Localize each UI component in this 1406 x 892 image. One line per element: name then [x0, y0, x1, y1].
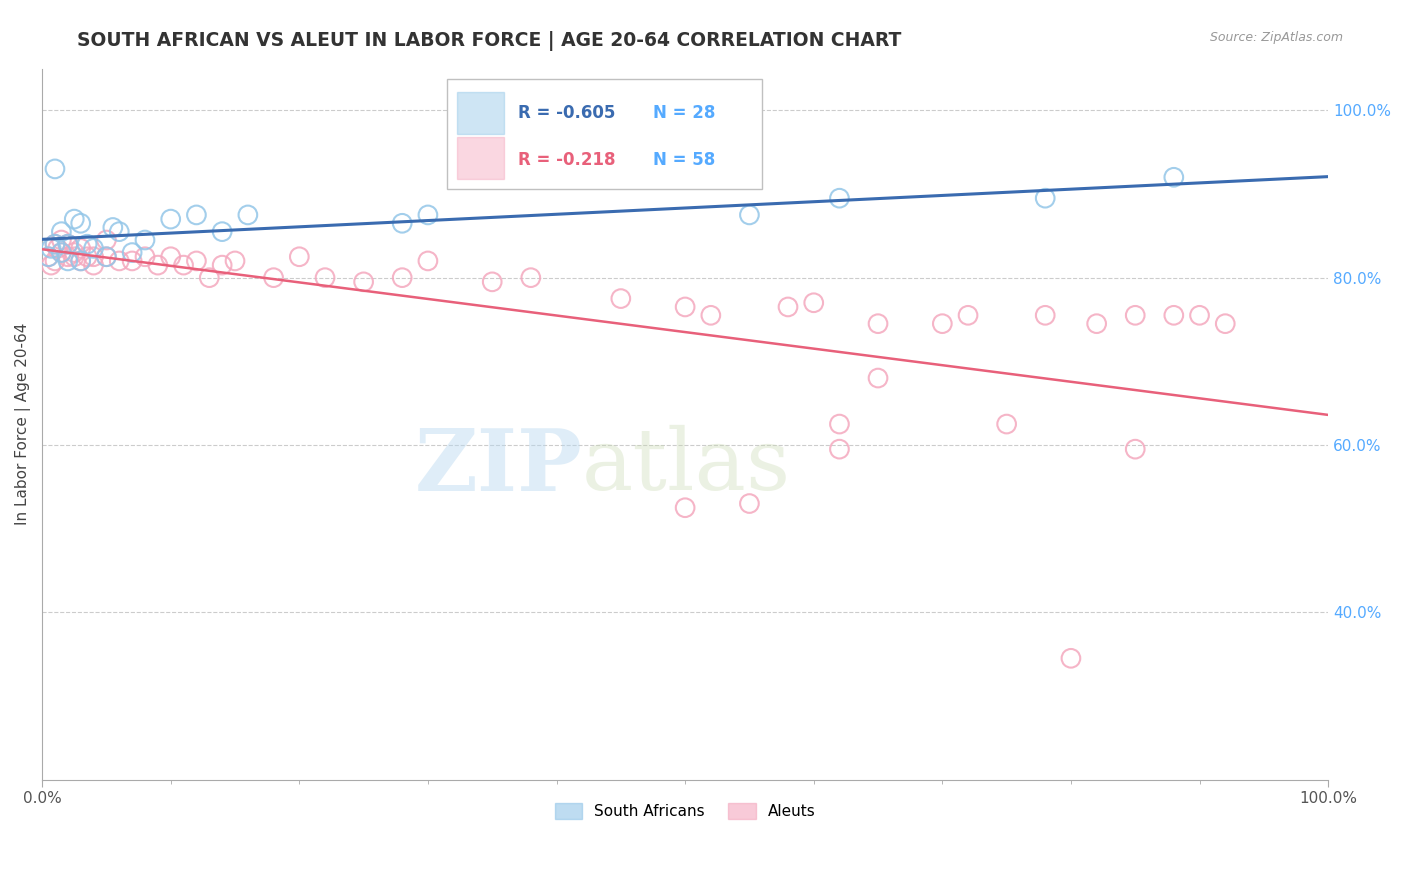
Point [96, 250, 118, 264]
Point [1163, 308, 1185, 322]
Text: N = 28: N = 28 [652, 104, 716, 122]
Point [700, 308, 723, 322]
Point [134, 250, 156, 264]
Point [44, 237, 66, 252]
Point [803, 295, 825, 310]
Text: SOUTH AFRICAN VS ALEUT IN LABOR FORCE | AGE 20-64 CORRELATION CHART: SOUTH AFRICAN VS ALEUT IN LABOR FORCE | … [77, 31, 901, 51]
Point [828, 417, 851, 431]
Point [134, 233, 156, 247]
Point [44, 237, 66, 252]
Point [146, 258, 169, 272]
Point [69, 216, 91, 230]
Point [44, 161, 66, 176]
Point [83, 250, 105, 264]
Point [1033, 308, 1056, 322]
Point [1163, 170, 1185, 185]
Point [416, 208, 439, 222]
Point [828, 191, 851, 205]
Point [69, 254, 91, 268]
FancyBboxPatch shape [457, 136, 503, 178]
Point [96, 250, 118, 264]
Point [173, 258, 195, 272]
FancyBboxPatch shape [447, 79, 762, 189]
Point [673, 300, 696, 314]
Point [520, 270, 543, 285]
Point [1188, 308, 1211, 322]
Point [866, 371, 889, 385]
Point [108, 254, 131, 268]
Point [51, 245, 73, 260]
Point [159, 212, 181, 227]
Text: R = -0.605: R = -0.605 [517, 104, 616, 122]
Point [186, 254, 208, 268]
Point [391, 216, 413, 230]
Point [186, 208, 208, 222]
Point [56, 250, 79, 264]
Point [738, 208, 761, 222]
Point [44, 254, 66, 268]
Point [56, 237, 79, 252]
Point [83, 258, 105, 272]
Point [288, 250, 311, 264]
Point [1213, 317, 1236, 331]
Point [83, 241, 105, 255]
Y-axis label: In Labor Force | Age 20-64: In Labor Force | Age 20-64 [15, 323, 31, 525]
Point [56, 254, 79, 268]
Point [776, 300, 799, 314]
Point [353, 275, 375, 289]
Point [51, 233, 73, 247]
Point [38, 250, 60, 264]
Point [38, 250, 60, 264]
Point [1123, 442, 1146, 457]
Point [96, 233, 118, 247]
Text: Source: ZipAtlas.com: Source: ZipAtlas.com [1209, 31, 1343, 45]
Text: R = -0.218: R = -0.218 [517, 151, 616, 169]
Point [39, 241, 62, 255]
Point [159, 250, 181, 264]
Point [995, 417, 1018, 431]
Point [63, 245, 86, 260]
Point [866, 317, 889, 331]
Point [121, 254, 143, 268]
Point [673, 500, 696, 515]
Point [46, 241, 69, 255]
Point [1033, 191, 1056, 205]
Text: atlas: atlas [582, 425, 792, 508]
Point [416, 254, 439, 268]
Point [51, 225, 73, 239]
Point [51, 245, 73, 260]
Point [957, 308, 980, 322]
Point [121, 245, 143, 260]
Point [481, 275, 503, 289]
Point [108, 225, 131, 239]
Point [63, 250, 86, 264]
Text: N = 58: N = 58 [652, 151, 716, 169]
Point [1060, 651, 1083, 665]
Point [211, 225, 233, 239]
Point [391, 270, 413, 285]
Text: ZIP: ZIP [415, 425, 582, 508]
Point [314, 270, 336, 285]
Point [198, 270, 221, 285]
Point [1123, 308, 1146, 322]
Point [738, 497, 761, 511]
Point [63, 212, 86, 227]
Point [101, 220, 124, 235]
Point [263, 270, 285, 285]
Point [69, 241, 91, 255]
Point [69, 254, 91, 268]
Point [76, 250, 98, 264]
Point [211, 258, 233, 272]
Point [224, 254, 246, 268]
Point [610, 292, 633, 306]
Point [236, 208, 259, 222]
Point [56, 237, 79, 252]
Point [1085, 317, 1108, 331]
Point [828, 442, 851, 457]
Legend: South Africans, Aleuts: South Africans, Aleuts [548, 797, 821, 825]
Point [39, 258, 62, 272]
Point [76, 237, 98, 252]
Point [931, 317, 953, 331]
FancyBboxPatch shape [457, 92, 503, 134]
